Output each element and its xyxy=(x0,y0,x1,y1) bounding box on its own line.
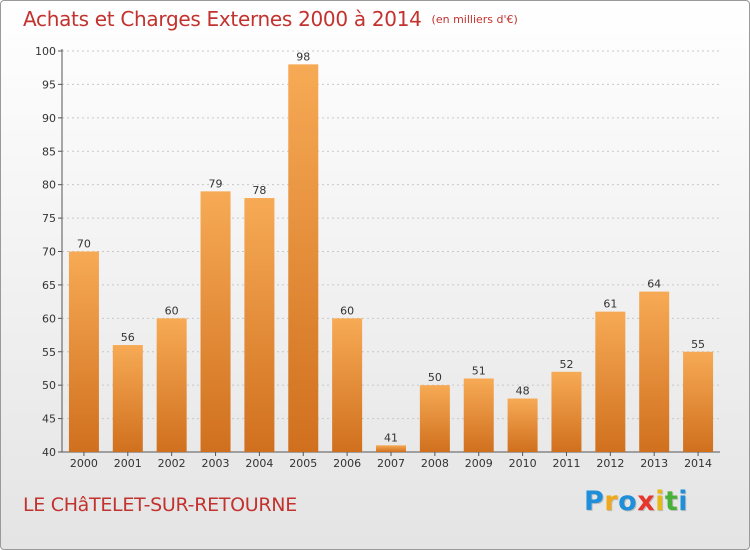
data-label-2010: 48 xyxy=(516,385,530,398)
chart-title: Achats et Charges Externes 2000 à 2014 xyxy=(23,7,422,31)
logo-letter: i xyxy=(655,486,665,517)
bar-2002 xyxy=(156,318,187,452)
bars xyxy=(68,64,714,452)
bar-2012 xyxy=(595,311,626,452)
y-tick-label-65: 65 xyxy=(42,279,56,292)
data-label-2003: 79 xyxy=(209,177,223,190)
x-tick-label-2000: 2000 xyxy=(70,457,98,470)
data-label-2008: 50 xyxy=(428,371,442,384)
title-line: Achats et Charges Externes 2000 à 2014 (e… xyxy=(23,7,518,31)
logo-letter: r xyxy=(604,486,619,517)
x-tick-label-2003: 2003 xyxy=(202,457,230,470)
bar-2001 xyxy=(112,345,143,452)
bar-2003 xyxy=(200,191,231,452)
data-label-2001: 56 xyxy=(121,331,135,344)
bar-2013 xyxy=(639,291,670,452)
logo-letter: t xyxy=(664,486,679,517)
y-tick-label-75: 75 xyxy=(42,212,56,225)
chart-subtitle: (en milliers d'€) xyxy=(431,13,518,26)
y-tick-label-70: 70 xyxy=(42,246,56,259)
data-label-2009: 51 xyxy=(472,364,486,377)
logo-letter: o xyxy=(618,486,638,517)
bar-2007 xyxy=(376,445,406,452)
x-tick-label-2013: 2013 xyxy=(640,457,668,470)
x-tick-label-2004: 2004 xyxy=(245,457,273,470)
logo-letter: P xyxy=(584,486,605,517)
x-tick-label-2014: 2014 xyxy=(684,457,712,470)
x-tick-label-2010: 2010 xyxy=(509,457,537,470)
x-tick-label-2007: 2007 xyxy=(377,457,405,470)
data-label-2000: 70 xyxy=(77,238,91,251)
logo-letter: x xyxy=(637,486,656,517)
data-label-2012: 61 xyxy=(603,298,617,311)
x-tick-label-2006: 2006 xyxy=(333,457,361,470)
y-tick-label-45: 45 xyxy=(42,413,56,426)
y-tick-label-50: 50 xyxy=(42,379,56,392)
data-label-2004: 78 xyxy=(252,184,266,197)
bar-2005 xyxy=(288,64,319,452)
data-label-2007: 41 xyxy=(384,431,398,444)
y-tick-label-40: 40 xyxy=(42,446,56,459)
data-label-2011: 52 xyxy=(559,358,573,371)
x-tick-label-2011: 2011 xyxy=(552,457,580,470)
data-label-2014: 55 xyxy=(691,338,705,351)
bar-2014 xyxy=(683,351,714,452)
labels: 40 45 50 55 60 65 70 75 80 85 90 95 100 70 2000 56 2001 6… xyxy=(35,45,712,470)
x-tick-label-2002: 2002 xyxy=(158,457,186,470)
bar-2010 xyxy=(507,398,538,452)
bar-2008 xyxy=(419,385,450,452)
y-tick-label-95: 95 xyxy=(42,78,56,91)
bar-2000 xyxy=(68,251,99,452)
x-tick-label-2008: 2008 xyxy=(421,457,449,470)
proxiti-logo[interactable]: Proxiti xyxy=(584,486,688,517)
bar-2011 xyxy=(551,371,582,452)
bar-2009 xyxy=(463,378,494,452)
logo-letter: i xyxy=(678,486,689,517)
x-tick-label-2005: 2005 xyxy=(289,457,317,470)
y-tick-label-60: 60 xyxy=(42,312,56,325)
y-tick-label-100: 100 xyxy=(35,45,56,58)
y-tick-label-55: 55 xyxy=(42,346,56,359)
y-tick-label-85: 85 xyxy=(42,145,56,158)
y-tick-label-80: 80 xyxy=(42,179,56,192)
data-label-2002: 60 xyxy=(165,304,179,317)
x-tick-label-2012: 2012 xyxy=(596,457,624,470)
x-tick-label-2001: 2001 xyxy=(114,457,142,470)
bar-2004 xyxy=(244,198,275,452)
place-name: LE CHâTELET-SUR-RETOURNE xyxy=(23,494,297,516)
data-label-2005: 98 xyxy=(296,50,310,63)
data-label-2006: 60 xyxy=(340,304,354,317)
y-tick-label-90: 90 xyxy=(42,112,56,125)
bar-2006 xyxy=(332,318,363,452)
x-tick-label-2009: 2009 xyxy=(465,457,493,470)
data-label-2013: 64 xyxy=(647,278,661,291)
